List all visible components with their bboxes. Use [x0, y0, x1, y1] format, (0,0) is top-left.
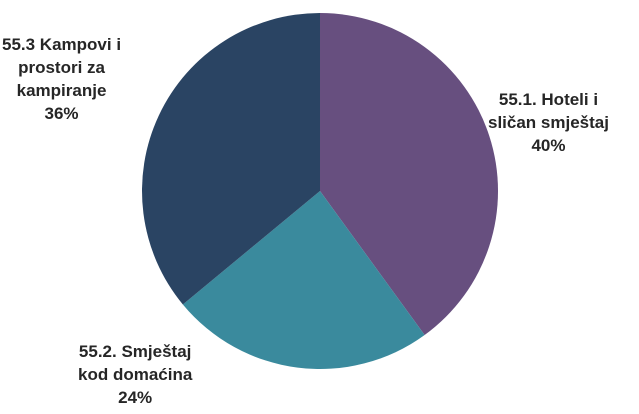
slice-label-hotels-line-2: sličan smještaj: [488, 113, 609, 132]
pie-slice-campsites: [142, 13, 320, 305]
slice-label-campsites-line-2: prostori za: [18, 58, 105, 77]
slice-label-campsites-line-1: 55.3 Kampovi i: [2, 35, 122, 54]
slice-label-host-accommodation: 55.2. Smještaj kod domaćina 24%: [78, 340, 192, 409]
slice-label-hotels-value: 40%: [531, 136, 566, 155]
slice-label-campsites-line-3: kampiranje: [16, 81, 107, 100]
slice-label-host-accommodation-value: 24%: [118, 388, 153, 407]
pie-slice-hotels: [320, 12, 499, 336]
slice-label-host-accommodation-line-1: 55.2. Smještaj: [78, 342, 192, 361]
slice-label-host-accommodation-line-2: kod domaćina: [78, 365, 193, 384]
slice-label-hotels-line-1: 55.1. Hoteli i: [498, 90, 599, 109]
slice-label-hotels: 55.1. Hoteli i sličan smještaj 40%: [488, 88, 609, 157]
slice-label-campsites-value: 36%: [44, 104, 79, 123]
pie-slice-host-accommodation: [182, 191, 425, 370]
slice-label-campsites: 55.3 Kampovi i prostori za kampiranje 36…: [2, 33, 121, 125]
